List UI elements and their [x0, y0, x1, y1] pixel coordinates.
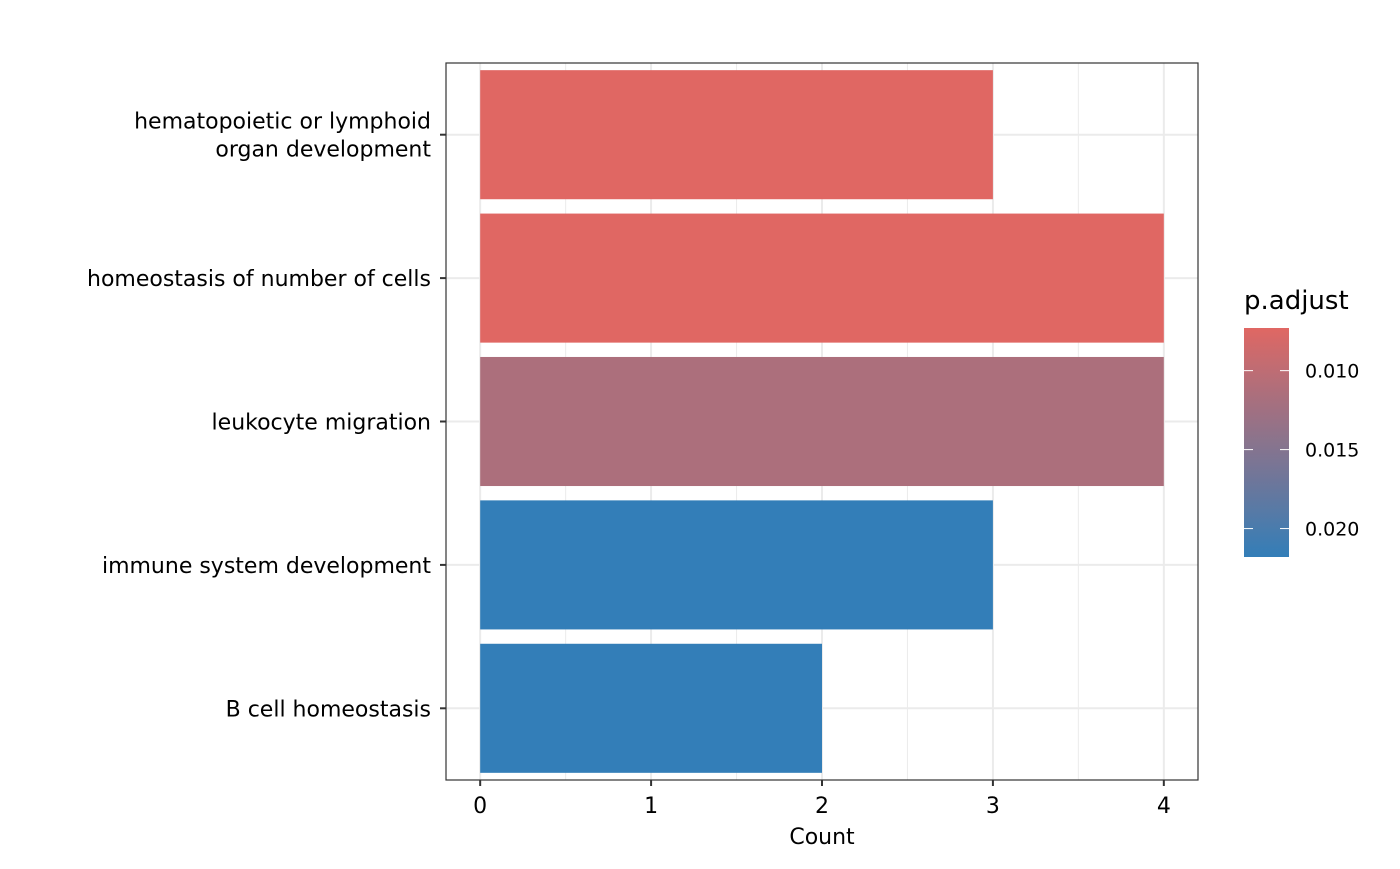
legend: p.adjust 0.010 0.015 0.020 [1244, 286, 1359, 557]
legend-tick-label: 0.010 [1305, 361, 1359, 383]
bar [480, 213, 1164, 343]
y-tick-label: hematopoietic or lymphoid organ developme… [134, 110, 431, 163]
legend-tick-label: 0.020 [1305, 519, 1359, 541]
x-axis: 0 1 2 3 4 [473, 780, 1171, 819]
x-tick-label: 1 [644, 794, 658, 819]
y-tick-label: leukocyte migration [212, 411, 431, 436]
y-tick-label: homeostasis of number of cells [87, 267, 431, 292]
y-tick-label: immune system development [102, 554, 431, 579]
x-axis-title: Count [789, 825, 855, 850]
bar [480, 356, 1164, 487]
x-tick-label: 4 [1157, 794, 1171, 819]
legend-ticks: 0.010 0.015 0.020 [1244, 361, 1359, 541]
bar [480, 643, 822, 773]
y-tick-label: B cell homeostasis [226, 697, 431, 722]
x-tick-label: 3 [986, 794, 1000, 819]
legend-colorbar [1244, 328, 1289, 557]
bar [480, 500, 993, 630]
legend-title: p.adjust [1244, 286, 1349, 316]
y-axis: hematopoietic or lymphoid organ developme… [87, 110, 446, 722]
x-tick-label: 2 [815, 794, 829, 819]
bars [480, 70, 1164, 773]
legend-tick-label: 0.015 [1305, 440, 1359, 462]
bar [480, 70, 993, 200]
x-tick-label: 0 [473, 794, 487, 819]
